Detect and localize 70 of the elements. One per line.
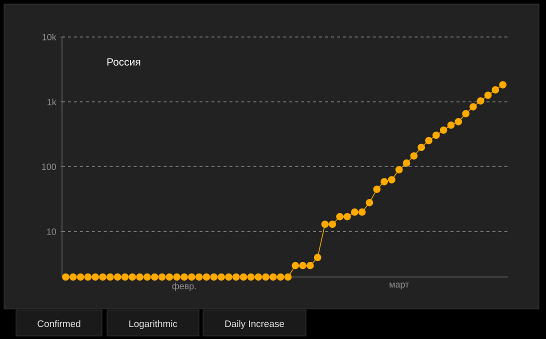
point bbox=[247, 273, 255, 281]
point bbox=[136, 273, 144, 281]
point bbox=[321, 220, 329, 228]
point bbox=[218, 273, 225, 281]
point bbox=[418, 144, 426, 152]
point bbox=[99, 273, 106, 281]
point bbox=[166, 273, 174, 281]
point bbox=[121, 273, 129, 281]
y-tick-label: 100 bbox=[42, 164, 56, 170]
point bbox=[299, 262, 306, 270]
point bbox=[188, 273, 196, 281]
point bbox=[106, 273, 114, 281]
text: Россия bbox=[107, 58, 140, 66]
point bbox=[440, 126, 448, 134]
point bbox=[225, 273, 232, 281]
point bbox=[284, 273, 292, 281]
point bbox=[454, 118, 462, 126]
point bbox=[84, 273, 92, 281]
point bbox=[314, 254, 322, 262]
point bbox=[69, 273, 77, 281]
point bbox=[210, 273, 218, 281]
point bbox=[350, 208, 358, 216]
point bbox=[180, 273, 188, 281]
text: Confirmed bbox=[38, 320, 80, 328]
point bbox=[373, 186, 381, 193]
x-tick-label: февр. bbox=[172, 282, 196, 292]
point bbox=[395, 166, 403, 174]
point bbox=[92, 273, 100, 281]
point bbox=[269, 273, 277, 281]
point bbox=[240, 273, 248, 281]
point bbox=[62, 273, 70, 281]
point bbox=[292, 262, 300, 270]
point bbox=[492, 86, 500, 94]
point bbox=[262, 273, 270, 281]
point bbox=[173, 273, 181, 281]
point bbox=[499, 81, 507, 88]
y-tick-label: 1k bbox=[48, 98, 56, 106]
point bbox=[380, 178, 388, 186]
point bbox=[358, 208, 366, 216]
point bbox=[410, 152, 418, 160]
point bbox=[470, 103, 477, 110]
point bbox=[432, 132, 440, 139]
text: Daily Increase bbox=[225, 320, 284, 329]
y-tick-label: 10k bbox=[42, 34, 56, 40]
point bbox=[402, 159, 410, 167]
point bbox=[114, 273, 122, 281]
point bbox=[128, 273, 136, 281]
x-tick-label: март bbox=[390, 282, 409, 290]
point bbox=[232, 273, 240, 281]
point bbox=[254, 273, 262, 281]
point bbox=[388, 176, 396, 184]
point bbox=[447, 121, 455, 129]
point bbox=[144, 273, 151, 281]
point bbox=[328, 220, 336, 228]
point bbox=[276, 273, 284, 281]
point bbox=[344, 213, 351, 220]
point bbox=[462, 110, 470, 118]
point bbox=[425, 136, 432, 144]
point bbox=[366, 198, 374, 206]
y-tick-label: 10 bbox=[47, 228, 56, 235]
point bbox=[306, 262, 314, 270]
point bbox=[476, 97, 484, 105]
point bbox=[158, 273, 166, 281]
point bbox=[195, 273, 203, 281]
point bbox=[76, 273, 84, 281]
text: Logarithmic bbox=[129, 320, 178, 329]
point bbox=[484, 92, 492, 99]
point bbox=[150, 273, 158, 281]
point bbox=[202, 273, 210, 281]
point bbox=[336, 213, 344, 220]
